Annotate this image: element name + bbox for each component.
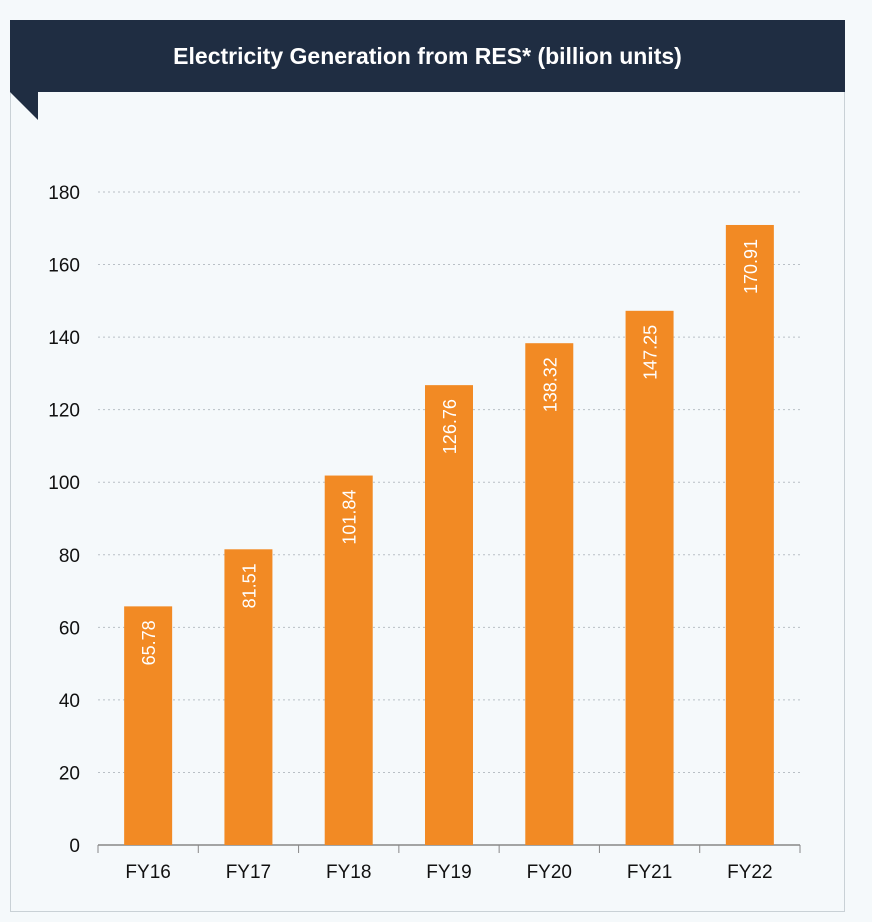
y-tick-label: 0: [69, 836, 80, 857]
y-tick-label: 80: [59, 546, 80, 567]
x-category-label: FY19: [426, 862, 471, 883]
x-category-label: FY22: [727, 862, 772, 883]
x-category-label: FY16: [125, 862, 170, 883]
x-category-label: FY18: [326, 862, 371, 883]
bar-value-label: 170.91: [741, 239, 761, 294]
bar-value-label: 101.84: [340, 490, 360, 545]
y-tick-label: 120: [48, 401, 80, 422]
chart-title-bar: Electricity Generation from RES* (billio…: [10, 20, 845, 92]
y-tick-label: 180: [48, 183, 80, 204]
y-tick-label: 160: [48, 256, 80, 277]
bar: [525, 343, 574, 845]
bar-value-label: 126.76: [440, 399, 460, 454]
bar: [224, 549, 273, 845]
y-tick-label: 60: [59, 618, 80, 639]
y-tick-label: 140: [48, 328, 80, 349]
chart-title: Electricity Generation from RES* (billio…: [173, 42, 682, 69]
bar-value-label: 138.32: [540, 357, 560, 412]
x-category-label: FY17: [226, 862, 271, 883]
bar: [124, 606, 173, 845]
y-tick-label: 100: [48, 473, 80, 494]
bar: [725, 224, 774, 845]
y-tick-label: 20: [59, 763, 80, 784]
bar: [625, 310, 674, 846]
title-bar-tab-decoration: [10, 92, 38, 120]
bar-value-label: 65.78: [139, 620, 159, 665]
bar-value-label: 147.25: [641, 325, 661, 380]
bar: [324, 475, 373, 845]
bar: [425, 385, 473, 845]
x-category-label: FY20: [527, 862, 572, 883]
bar-value-label: 81.51: [239, 563, 259, 608]
y-tick-label: 40: [59, 691, 80, 712]
x-category-label: FY21: [627, 862, 672, 883]
